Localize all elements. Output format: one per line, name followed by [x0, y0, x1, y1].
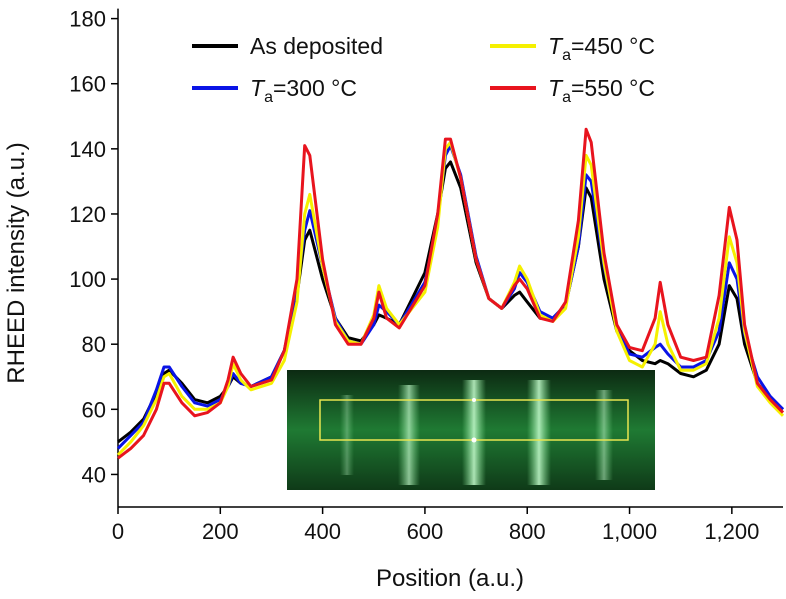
x-tick-label: 800 — [509, 519, 546, 544]
y-tick-label: 140 — [69, 137, 106, 162]
x-tick-label: 600 — [407, 519, 444, 544]
x-tick-label: 200 — [202, 519, 239, 544]
plot-area: 40 60 80 100 120 140 160 180 0 200 400 600 800 1,000 1… — [69, 7, 785, 544]
y-tick-label: 80 — [82, 332, 106, 357]
y-tick-label: 120 — [69, 202, 106, 227]
legend-label: Ta=300 °C — [250, 75, 357, 106]
x-axis-label: Position (a.u.) — [376, 565, 524, 592]
y-tick-label: 60 — [82, 397, 106, 422]
legend-label: Ta=550 °C — [548, 75, 655, 106]
y-tick-label: 100 — [69, 267, 106, 292]
y-tick-label: 180 — [69, 7, 106, 32]
y-axis-label: RHEED intensity (a.u.) — [3, 142, 30, 383]
legend-label: Ta=450 °C — [548, 33, 655, 64]
legend-label: As deposited — [250, 33, 383, 59]
x-tick-label: 1,000 — [602, 519, 657, 544]
data-line — [117, 127, 785, 460]
x-tick-label: 0 — [112, 519, 124, 544]
x-tick-label: 1,200 — [704, 519, 759, 544]
y-tick-label: 40 — [82, 462, 106, 487]
x-tick-label: 400 — [304, 519, 341, 544]
y-tick-label: 160 — [69, 72, 106, 97]
inset-image — [287, 370, 655, 490]
